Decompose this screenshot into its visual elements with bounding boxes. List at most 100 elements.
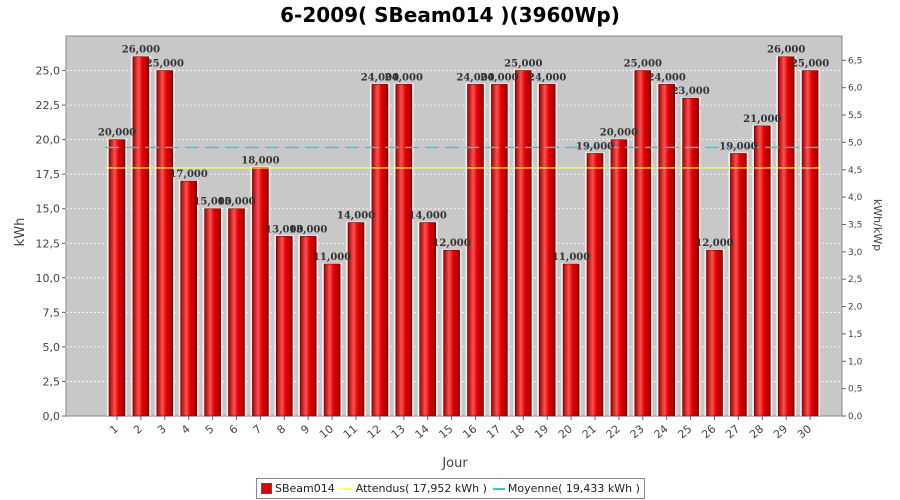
y-axis-label: kWh xyxy=(13,218,28,247)
data-label: 19,000 xyxy=(576,141,614,152)
data-label: 14,000 xyxy=(409,211,447,222)
y2-tick-label: 0,5 xyxy=(848,385,862,395)
bar xyxy=(419,222,437,417)
y2-tick-label: 3,5 xyxy=(848,220,862,230)
bar xyxy=(730,153,747,417)
data-label: 25,000 xyxy=(146,59,184,70)
data-label: 15,000 xyxy=(193,197,231,208)
y-tick-label: 15,0 xyxy=(36,203,61,216)
bar xyxy=(658,84,676,417)
legend-swatch-attendus xyxy=(340,487,353,490)
y2-tick-label: 4,0 xyxy=(848,193,863,203)
legend-swatch-moyenne xyxy=(492,487,505,490)
data-label: 25,000 xyxy=(624,59,662,70)
y-tick-label: 20,0 xyxy=(36,134,61,147)
bar xyxy=(467,84,484,417)
y2-tick-label: 0,0 xyxy=(848,412,863,422)
bar xyxy=(538,84,556,417)
bar xyxy=(634,70,652,417)
x-tick-label: 20 xyxy=(556,422,575,441)
bar xyxy=(491,84,508,417)
x-tick-label: 14 xyxy=(413,422,432,441)
bar xyxy=(371,84,389,417)
y2-tick-label: 2,0 xyxy=(848,303,863,313)
bar xyxy=(706,249,723,417)
y2-tick-label: 6,5 xyxy=(848,56,862,66)
y2-tick-label: 5,5 xyxy=(848,111,862,121)
y-tick-label: 10,0 xyxy=(36,272,61,285)
x-tick-label: 7 xyxy=(251,422,265,436)
x-tick-label: 10 xyxy=(317,422,336,441)
y-tick-label: 7,5 xyxy=(43,306,61,319)
legend-swatch-series xyxy=(261,483,272,494)
x-tick-label: 22 xyxy=(604,422,623,441)
data-label: 24,000 xyxy=(456,72,494,83)
y-tick-label: 2,5 xyxy=(43,375,61,388)
bar xyxy=(132,56,150,417)
y2-tick-label: 1,5 xyxy=(848,330,862,340)
data-label: 25,000 xyxy=(791,59,829,70)
bar xyxy=(395,84,413,417)
data-label: 24,000 xyxy=(528,72,566,83)
data-label: 13,000 xyxy=(289,224,327,235)
bar-chart: 6-2009( SBeam014 )(3960Wp) 20,000 26,000 2… xyxy=(13,3,884,471)
data-label: 15,000 xyxy=(217,197,255,208)
data-label: 26,000 xyxy=(122,45,160,56)
data-label: 20,000 xyxy=(98,128,136,139)
bar xyxy=(514,70,532,417)
y2-tick-label: 3,0 xyxy=(848,248,863,258)
data-label: 19,000 xyxy=(719,141,757,152)
x-tick-label: 6 xyxy=(227,422,241,436)
data-label: 12,000 xyxy=(432,238,470,249)
x-tick-label: 9 xyxy=(298,422,312,436)
data-label: 24,000 xyxy=(480,72,518,83)
x-axis-label: Jour xyxy=(441,456,468,471)
legend-label-series: SBeam014 xyxy=(275,482,335,495)
bar xyxy=(777,56,795,417)
data-label: 24,000 xyxy=(385,72,423,83)
x-tick-label: 16 xyxy=(460,422,479,441)
chart-title: 6-2009( SBeam014 )(3960Wp) xyxy=(280,3,620,27)
legend-label-moyenne: Moyenne( 19,433 kWh ) xyxy=(507,482,640,495)
legend: SBeam014 Attendus( 17,952 kWh ) Moyenne(… xyxy=(256,478,645,499)
x-tick-label: 12 xyxy=(365,422,384,441)
data-label: 24,000 xyxy=(648,72,686,83)
data-label: 11,000 xyxy=(313,252,351,263)
bar xyxy=(801,70,819,417)
y-tick-label: 22,5 xyxy=(36,99,61,112)
x-tick-label: 24 xyxy=(652,422,671,441)
y-tick-label: 5,0 xyxy=(43,341,61,354)
x-tick-label: 15 xyxy=(436,422,455,441)
y-tick-label: 12,5 xyxy=(36,237,61,250)
bar xyxy=(108,139,126,417)
bar xyxy=(323,263,341,417)
bar xyxy=(586,153,604,417)
data-label: 18,000 xyxy=(241,155,279,166)
data-label: 17,000 xyxy=(170,169,208,180)
legend-label-attendus: Attendus( 17,952 kWh ) xyxy=(355,482,487,495)
y-tick-label: 0,0 xyxy=(43,410,61,423)
y2-axis-label: kWh/kWp xyxy=(871,199,884,251)
legend-item-series: SBeam014 xyxy=(261,482,335,495)
legend-item-attendus: Attendus( 17,952 kWh ) xyxy=(340,482,487,495)
legend-item-moyenne: Moyenne( 19,433 kWh ) xyxy=(492,482,640,495)
x-tick-label: 28 xyxy=(747,422,766,441)
x-tick-label: 17 xyxy=(484,422,503,441)
data-label: 13,000 xyxy=(265,224,303,235)
x-tick-label: 1 xyxy=(107,422,121,436)
y-tick-label: 17,5 xyxy=(36,168,61,181)
x-tick-label: 11 xyxy=(341,422,360,441)
x-tick-label: 25 xyxy=(675,422,694,441)
x-tick-label: 8 xyxy=(275,422,289,436)
bar xyxy=(180,180,197,417)
bar xyxy=(228,208,245,417)
data-label: 14,000 xyxy=(337,211,375,222)
x-tick-label: 3 xyxy=(155,422,169,436)
y2-tick-label: 4,5 xyxy=(848,166,862,176)
x-tick-label: 19 xyxy=(532,422,551,441)
y2-tick-label: 5,0 xyxy=(848,138,863,148)
data-label: 20,000 xyxy=(600,128,638,139)
data-label: 25,000 xyxy=(504,59,542,70)
data-label: 21,000 xyxy=(743,114,781,125)
x-tick-label: 5 xyxy=(203,422,217,436)
